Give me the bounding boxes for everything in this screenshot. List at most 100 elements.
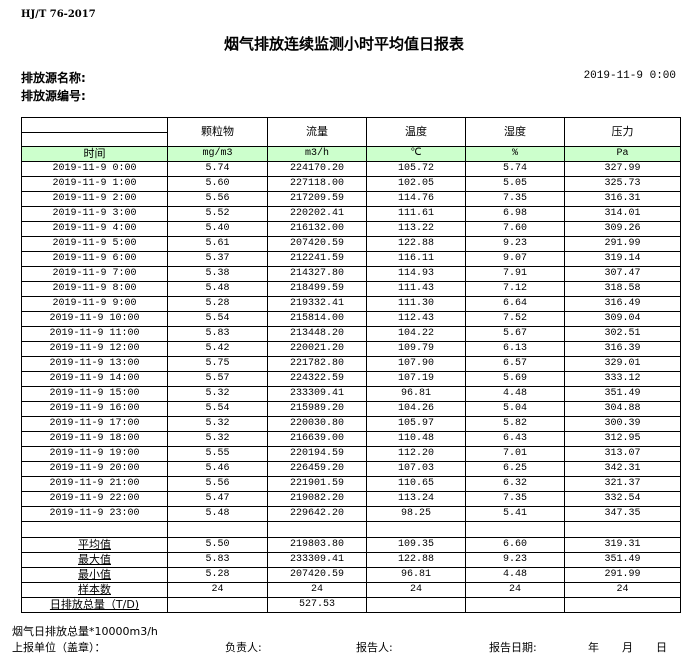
column-header: 流量 xyxy=(267,117,367,147)
value-cell: 319.31 xyxy=(564,537,681,553)
value-cell: 212241.59 xyxy=(267,251,367,267)
value-cell: 112.43 xyxy=(366,311,466,327)
value-cell: 220194.59 xyxy=(267,446,367,462)
value-cell: 347.35 xyxy=(564,506,681,522)
value-cell: 226459.20 xyxy=(267,461,367,477)
time-cell: 2019-11-9 22:00 xyxy=(21,491,168,507)
time-cell: 2019-11-9 8:00 xyxy=(21,281,168,297)
table-row: 2019-11-9 4:00 5.40 216132.00 113.22 7.60 309… xyxy=(21,221,681,237)
value-cell: 4.48 xyxy=(465,386,565,402)
value-cell: 109.35 xyxy=(366,537,466,553)
table-row: 2019-11-9 6:00 5.37 212241.59 116.11 9.07 319… xyxy=(21,251,681,267)
stat-row: 最大值 5.83 233309.41 122.88 9.23 351.49 xyxy=(21,552,681,568)
value-cell: 5.52 xyxy=(167,206,268,222)
column-header: 压力 xyxy=(564,117,681,147)
value-cell: 96.81 xyxy=(366,386,466,402)
value-cell: 5.05 xyxy=(465,176,565,192)
value-cell: 302.51 xyxy=(564,326,681,342)
value-cell: 114.76 xyxy=(366,191,466,207)
value-cell: 309.04 xyxy=(564,311,681,327)
time-cell: 2019-11-9 13:00 xyxy=(21,356,168,372)
value-cell: 6.43 xyxy=(465,431,565,447)
value-cell: 122.88 xyxy=(366,552,466,568)
time-cell: 2019-11-9 10:00 xyxy=(21,311,168,327)
value-cell: 207420.59 xyxy=(267,567,367,583)
value-cell: 321.37 xyxy=(564,476,681,492)
value-cell: 218499.59 xyxy=(267,281,367,297)
value-cell: 102.05 xyxy=(366,176,466,192)
value-cell: 116.11 xyxy=(366,251,466,267)
value-cell: 5.54 xyxy=(167,311,268,327)
value-cell: 122.88 xyxy=(366,236,466,252)
source-name-label: 排放源名称: xyxy=(21,71,86,85)
value-cell: 333.12 xyxy=(564,371,681,387)
value-cell: 5.74 xyxy=(465,161,565,177)
value-cell: 342.31 xyxy=(564,461,681,477)
value-cell: 233309.41 xyxy=(267,552,367,568)
day-label: 日 xyxy=(656,641,667,654)
responsible-label: 负责人: xyxy=(225,641,262,654)
value-cell: 5.48 xyxy=(167,281,268,297)
table-row: 2019-11-9 11:00 5.83 213448.20 104.22 5.67 30… xyxy=(21,326,681,342)
value-cell: 4.48 xyxy=(465,567,565,583)
value-cell: 221901.59 xyxy=(267,476,367,492)
value-cell: 5.37 xyxy=(167,251,268,267)
reporting-unit-label: 上报单位（盖章）： xyxy=(12,641,106,654)
time-cell: 2019-11-9 5:00 xyxy=(21,236,168,252)
table-row: 2019-11-9 17:00 5.32 220030.80 105.97 5.82 30… xyxy=(21,416,681,432)
value-cell: 5.57 xyxy=(167,371,268,387)
value-cell: 220030.80 xyxy=(267,416,367,432)
table-row: 2019-11-9 22:00 5.47 219082.20 113.24 7.35 33… xyxy=(21,491,681,507)
value-cell: 216132.00 xyxy=(267,221,367,237)
value-cell: 5.50 xyxy=(167,537,268,553)
value-cell xyxy=(465,597,565,613)
value-cell: 9.23 xyxy=(465,236,565,252)
value-cell: 314.01 xyxy=(564,206,681,222)
value-cell: 24 xyxy=(366,582,466,598)
table-row: 2019-11-9 8:00 5.48 218499.59 111.43 7.12 318… xyxy=(21,281,681,297)
report-table: 颗粒物 流量 温度 湿度 压力 时间 mg/m3 m3/h ℃ % Pa 201… xyxy=(21,117,681,613)
stat-label: 日排放总量（T/D) xyxy=(21,597,168,613)
value-cell: 207420.59 xyxy=(267,236,367,252)
stat-row: 最小值 5.28 207420.59 96.81 4.48 291.99 xyxy=(21,567,681,583)
table-row: 2019-11-9 1:00 5.60 227118.00 102.05 5.05 325… xyxy=(21,176,681,192)
time-cell: 2019-11-9 3:00 xyxy=(21,206,168,222)
time-cell: 2019-11-9 0:00 xyxy=(21,161,168,177)
table-row: 2019-11-9 0:00 5.74 224170.20 105.72 5.74 327… xyxy=(21,161,681,177)
report-date-label: 报告日期: xyxy=(489,641,537,654)
value-cell: 300.39 xyxy=(564,416,681,432)
time-cell: 2019-11-9 11:00 xyxy=(21,326,168,342)
stat-label: 平均值 xyxy=(21,537,168,553)
unit-cell: mg/m3 xyxy=(167,146,268,162)
value-cell: 5.42 xyxy=(167,341,268,357)
value-cell: 5.82 xyxy=(465,416,565,432)
value-cell: 112.20 xyxy=(366,446,466,462)
source-id-label: 排放源编号: xyxy=(21,89,86,103)
unit-cell: m3/h xyxy=(267,146,367,162)
table-row: 2019-11-9 2:00 5.56 217209.59 114.76 7.35 316… xyxy=(21,191,681,207)
value-cell: 319.14 xyxy=(564,251,681,267)
value-cell: 316.49 xyxy=(564,296,681,312)
table-row: 2019-11-9 23:00 5.48 229642.20 98.25 5.41 347… xyxy=(21,506,681,522)
value-cell: 6.60 xyxy=(465,537,565,553)
value-cell: 24 xyxy=(465,582,565,598)
value-cell: 109.79 xyxy=(366,341,466,357)
time-cell: 2019-11-9 15:00 xyxy=(21,386,168,402)
value-cell: 104.22 xyxy=(366,326,466,342)
time-cell: 2019-11-9 14:00 xyxy=(21,371,168,387)
value-cell: 5.40 xyxy=(167,221,268,237)
value-cell: 215989.20 xyxy=(267,401,367,417)
value-cell: 224322.59 xyxy=(267,371,367,387)
value-cell: 7.01 xyxy=(465,446,565,462)
value-cell: 6.25 xyxy=(465,461,565,477)
value-cell: 110.65 xyxy=(366,476,466,492)
value-cell: 5.32 xyxy=(167,431,268,447)
value-cell: 24 xyxy=(267,582,367,598)
value-cell: 216639.00 xyxy=(267,431,367,447)
value-cell: 312.95 xyxy=(564,431,681,447)
value-cell: 107.19 xyxy=(366,371,466,387)
value-cell: 316.39 xyxy=(564,341,681,357)
time-cell: 2019-11-9 2:00 xyxy=(21,191,168,207)
time-header: 时间 xyxy=(21,146,168,162)
footer-note: 烟气日排放总量*10000m3/h xyxy=(12,625,158,638)
